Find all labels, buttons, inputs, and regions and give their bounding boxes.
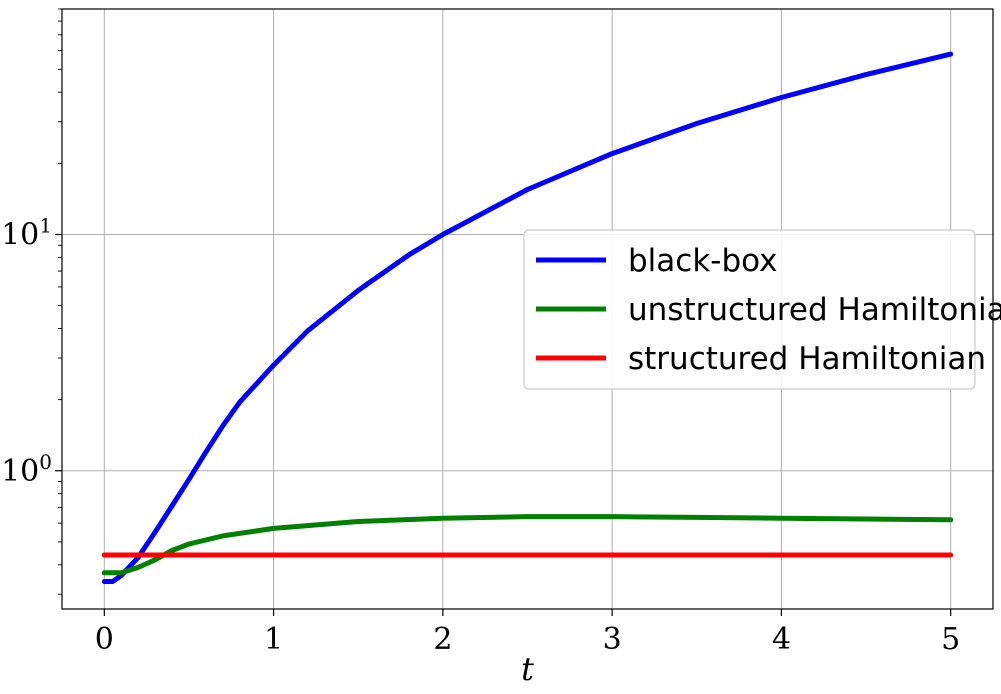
series-lines [101, 51, 954, 584]
x-tick-label: 3 [603, 622, 622, 657]
y-axis-ticks: 100 101 [1, 213, 62, 489]
x-axis-label: t [521, 650, 534, 688]
x-tick-label: 1 [264, 622, 283, 657]
legend: black-box unstructured Hamiltonian structu… [523, 229, 1001, 390]
series-line-2 [101, 514, 954, 576]
plot-frame [61, 8, 994, 610]
y-tick-label: 101 [1, 213, 52, 252]
series-line-1 [101, 51, 954, 584]
legend-label: structured Hamiltonian [628, 341, 986, 377]
y-tick-label: 100 [1, 450, 52, 489]
y-minor-ticks [58, 8, 62, 595]
x-tick-label: 5 [941, 622, 960, 657]
x-axis-ticks: 0 1 2 3 4 5 [95, 609, 960, 657]
legend-label: black-box [628, 243, 778, 279]
x-tick-label: 0 [95, 622, 114, 657]
x-tick-label: 2 [433, 622, 452, 657]
legend-box [523, 229, 976, 390]
legend-label: unstructured Hamiltonian [628, 292, 1001, 328]
x-tick-label: 4 [772, 622, 791, 657]
